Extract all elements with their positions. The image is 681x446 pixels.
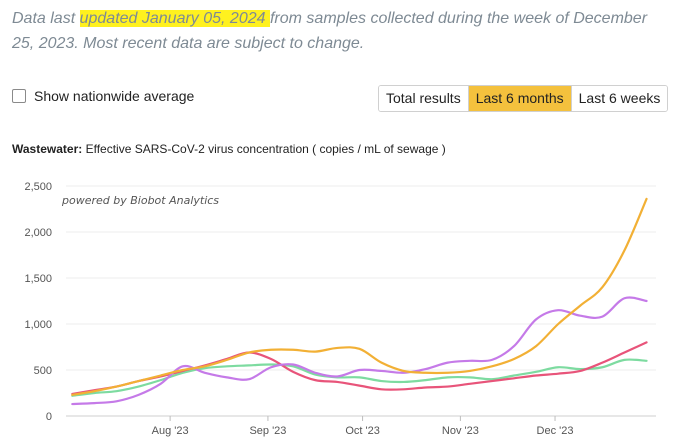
x-tick-label: Dec '23 — [537, 425, 574, 437]
data-update-note: Data last updated January 05, 2024 from … — [12, 6, 672, 56]
y-tick-label: 2,000 — [24, 227, 52, 239]
note-suffix: from samples collected during the week o… — [12, 10, 648, 52]
x-tick-label: Nov '23 — [442, 425, 479, 437]
series-line-orange — [71, 197, 648, 396]
nationwide-average-label: Show nationwide average — [34, 88, 195, 104]
wastewater-line-chart: 0 500 1,000 1,500 2,000 2,500 Aug '23 Sep '23 O… — [24, 181, 656, 437]
tab-total-results[interactable]: Total results — [379, 86, 468, 111]
series-line-purple — [71, 296, 648, 406]
x-tick-label: Sep '23 — [249, 425, 286, 437]
chart-title-bold: Wastewater: — [12, 142, 83, 156]
x-tick-label: Aug '23 — [152, 425, 189, 437]
note-highlight: updated January 05, 2024 — [79, 10, 270, 27]
tab-last-6-months[interactable]: Last 6 months — [467, 86, 571, 111]
y-tick-label: 500 — [34, 365, 52, 377]
nationwide-average-checkbox[interactable] — [12, 89, 26, 103]
y-tick-label: 0 — [46, 411, 52, 423]
note-prefix: Data last — [12, 10, 80, 27]
chart-title: Wastewater: Effective SARS-CoV-2 virus c… — [12, 142, 446, 156]
y-tick-label: 2,500 — [24, 181, 52, 193]
time-range-toggle-group: Total results Last 6 months Last 6 weeks — [378, 85, 669, 112]
attribution-text: powered by Biobot Analytics — [61, 194, 219, 207]
y-tick-label: 1,000 — [24, 319, 52, 331]
nationwide-average-toggle[interactable]: Show nationwide average — [12, 88, 194, 104]
x-tick-label: Oct '23 — [345, 425, 380, 437]
tab-last-6-weeks[interactable]: Last 6 weeks — [570, 86, 668, 111]
y-tick-label: 1,500 — [24, 273, 52, 285]
chart-title-rest: Effective SARS-CoV-2 virus concentration… — [82, 142, 446, 156]
